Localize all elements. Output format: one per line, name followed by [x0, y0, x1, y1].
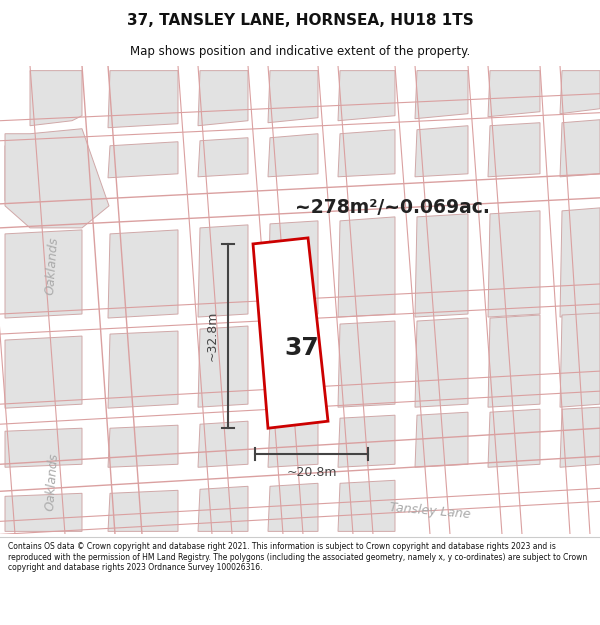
Polygon shape	[5, 141, 82, 201]
Text: Map shows position and indicative extent of the property.: Map shows position and indicative extent…	[130, 44, 470, 58]
Polygon shape	[198, 421, 248, 468]
Polygon shape	[268, 71, 318, 122]
Polygon shape	[198, 138, 248, 177]
Polygon shape	[415, 412, 468, 468]
Polygon shape	[338, 480, 395, 531]
Polygon shape	[198, 225, 248, 317]
Polygon shape	[488, 211, 540, 317]
Polygon shape	[30, 71, 82, 126]
Polygon shape	[108, 490, 178, 531]
Polygon shape	[488, 409, 540, 468]
Polygon shape	[268, 418, 318, 468]
Text: Oaklands: Oaklands	[43, 452, 61, 511]
Text: 37, TANSLEY LANE, HORNSEA, HU18 1TS: 37, TANSLEY LANE, HORNSEA, HU18 1TS	[127, 13, 473, 28]
Text: Contains OS data © Crown copyright and database right 2021. This information is : Contains OS data © Crown copyright and d…	[8, 542, 587, 572]
Polygon shape	[108, 331, 178, 408]
Polygon shape	[488, 71, 540, 117]
Polygon shape	[488, 122, 540, 177]
Polygon shape	[108, 142, 178, 177]
Polygon shape	[5, 336, 82, 408]
Polygon shape	[108, 425, 178, 468]
Polygon shape	[268, 483, 318, 531]
Polygon shape	[268, 134, 318, 177]
Text: Tansley Lane: Tansley Lane	[389, 501, 471, 521]
Polygon shape	[108, 230, 178, 318]
Polygon shape	[415, 71, 468, 119]
Polygon shape	[560, 407, 600, 468]
Polygon shape	[560, 120, 600, 177]
Polygon shape	[338, 415, 395, 468]
Polygon shape	[560, 71, 600, 114]
Polygon shape	[268, 221, 318, 317]
Polygon shape	[415, 214, 468, 317]
Text: ~278m²/~0.069ac.: ~278m²/~0.069ac.	[295, 198, 490, 217]
Text: 37: 37	[284, 336, 319, 360]
Polygon shape	[488, 315, 540, 407]
Text: ~20.8m: ~20.8m	[286, 466, 337, 479]
Polygon shape	[338, 321, 395, 407]
Polygon shape	[5, 230, 82, 318]
Polygon shape	[338, 217, 395, 317]
Polygon shape	[5, 428, 82, 468]
Polygon shape	[5, 493, 82, 531]
Polygon shape	[108, 71, 178, 128]
Polygon shape	[198, 71, 248, 126]
Polygon shape	[198, 326, 248, 407]
Text: Oaklands: Oaklands	[43, 236, 61, 296]
Polygon shape	[338, 130, 395, 177]
Polygon shape	[5, 129, 109, 228]
Polygon shape	[415, 126, 468, 177]
Text: ~32.8m: ~32.8m	[206, 311, 219, 361]
Polygon shape	[253, 238, 328, 428]
Polygon shape	[198, 486, 248, 531]
Polygon shape	[338, 71, 395, 121]
Polygon shape	[560, 208, 600, 317]
Polygon shape	[560, 313, 600, 407]
Polygon shape	[415, 318, 468, 407]
